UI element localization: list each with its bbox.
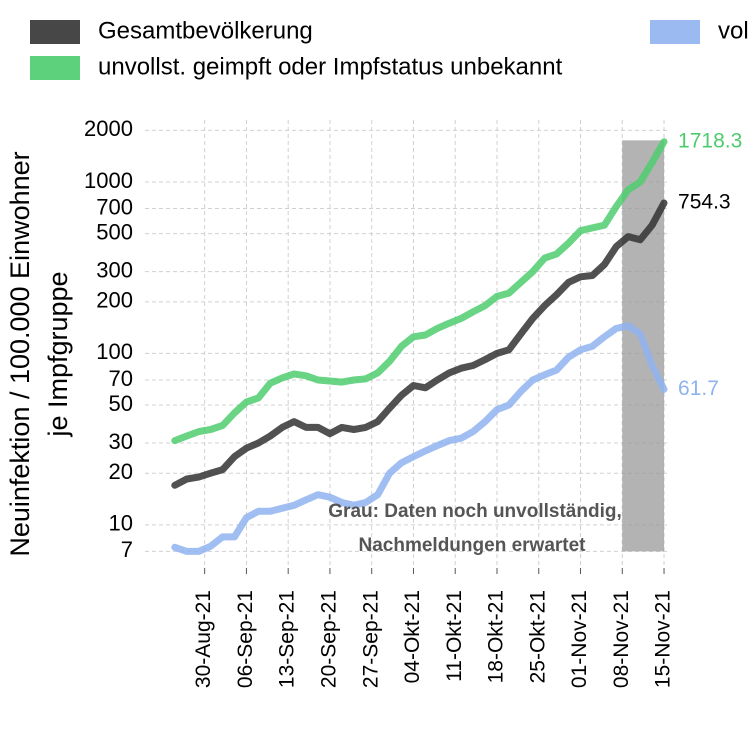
x-tick-label: 18-Okt-21	[485, 590, 508, 683]
series-line	[171, 138, 668, 445]
x-tick-label: 30-Aug-21	[192, 590, 215, 688]
x-tick-label: 01-Nov-21	[568, 590, 591, 688]
x-tick-label: 25-Okt-21	[526, 590, 549, 683]
y-tick-label: 700	[96, 194, 133, 219]
y-tick-label: 1000	[84, 168, 133, 193]
legend-label: vollst. geimpft	[718, 17, 750, 44]
y-tick-label: 500	[96, 219, 133, 244]
y-tick-label: 70	[109, 366, 133, 391]
x-tick-label: 06-Sep-21	[234, 590, 257, 688]
annotation: Nachmeldungen erwartet	[359, 535, 587, 556]
legend-label: Gesamtbevölkerung	[98, 17, 313, 44]
y-axis-label: Neuinfektion / 100.000 Einwohner	[5, 151, 35, 556]
x-tick-label: 11-Okt-21	[443, 590, 466, 682]
y-tick-label: 300	[96, 257, 133, 282]
legend-swatch	[30, 20, 80, 44]
y-tick-label: 200	[96, 288, 133, 313]
series-line	[171, 199, 668, 489]
legend-swatch	[650, 20, 700, 44]
series-line	[171, 322, 668, 555]
y-tick-label: 10	[109, 511, 133, 536]
y-tick-label: 50	[109, 391, 133, 416]
legend-label: unvollst. geimpft oder Impfstatus unbeka…	[98, 53, 563, 80]
x-tick-label: 13-Sep-21	[276, 590, 299, 688]
x-tick-label: 27-Sep-21	[359, 590, 382, 688]
legend-swatch	[30, 56, 80, 80]
x-tick-label: 15-Nov-21	[652, 590, 675, 688]
end-label: 61.7	[678, 377, 719, 400]
annotation: Grau: Daten noch unvollständig,	[328, 501, 621, 522]
end-label: 754.3	[678, 191, 731, 214]
x-tick-label: 08-Nov-21	[610, 590, 633, 688]
y-tick-label: 2000	[84, 116, 133, 141]
x-tick-label: 04-Okt-21	[401, 590, 424, 683]
x-tick-label: 20-Sep-21	[317, 590, 340, 688]
y-tick-label: 20	[109, 459, 133, 484]
y-tick-label: 7	[121, 537, 133, 562]
y-tick-label: 30	[109, 429, 133, 454]
y-axis-label: je Impfgruppe	[43, 271, 73, 437]
end-label: 1718.3	[678, 129, 742, 152]
y-tick-label: 100	[96, 339, 133, 364]
